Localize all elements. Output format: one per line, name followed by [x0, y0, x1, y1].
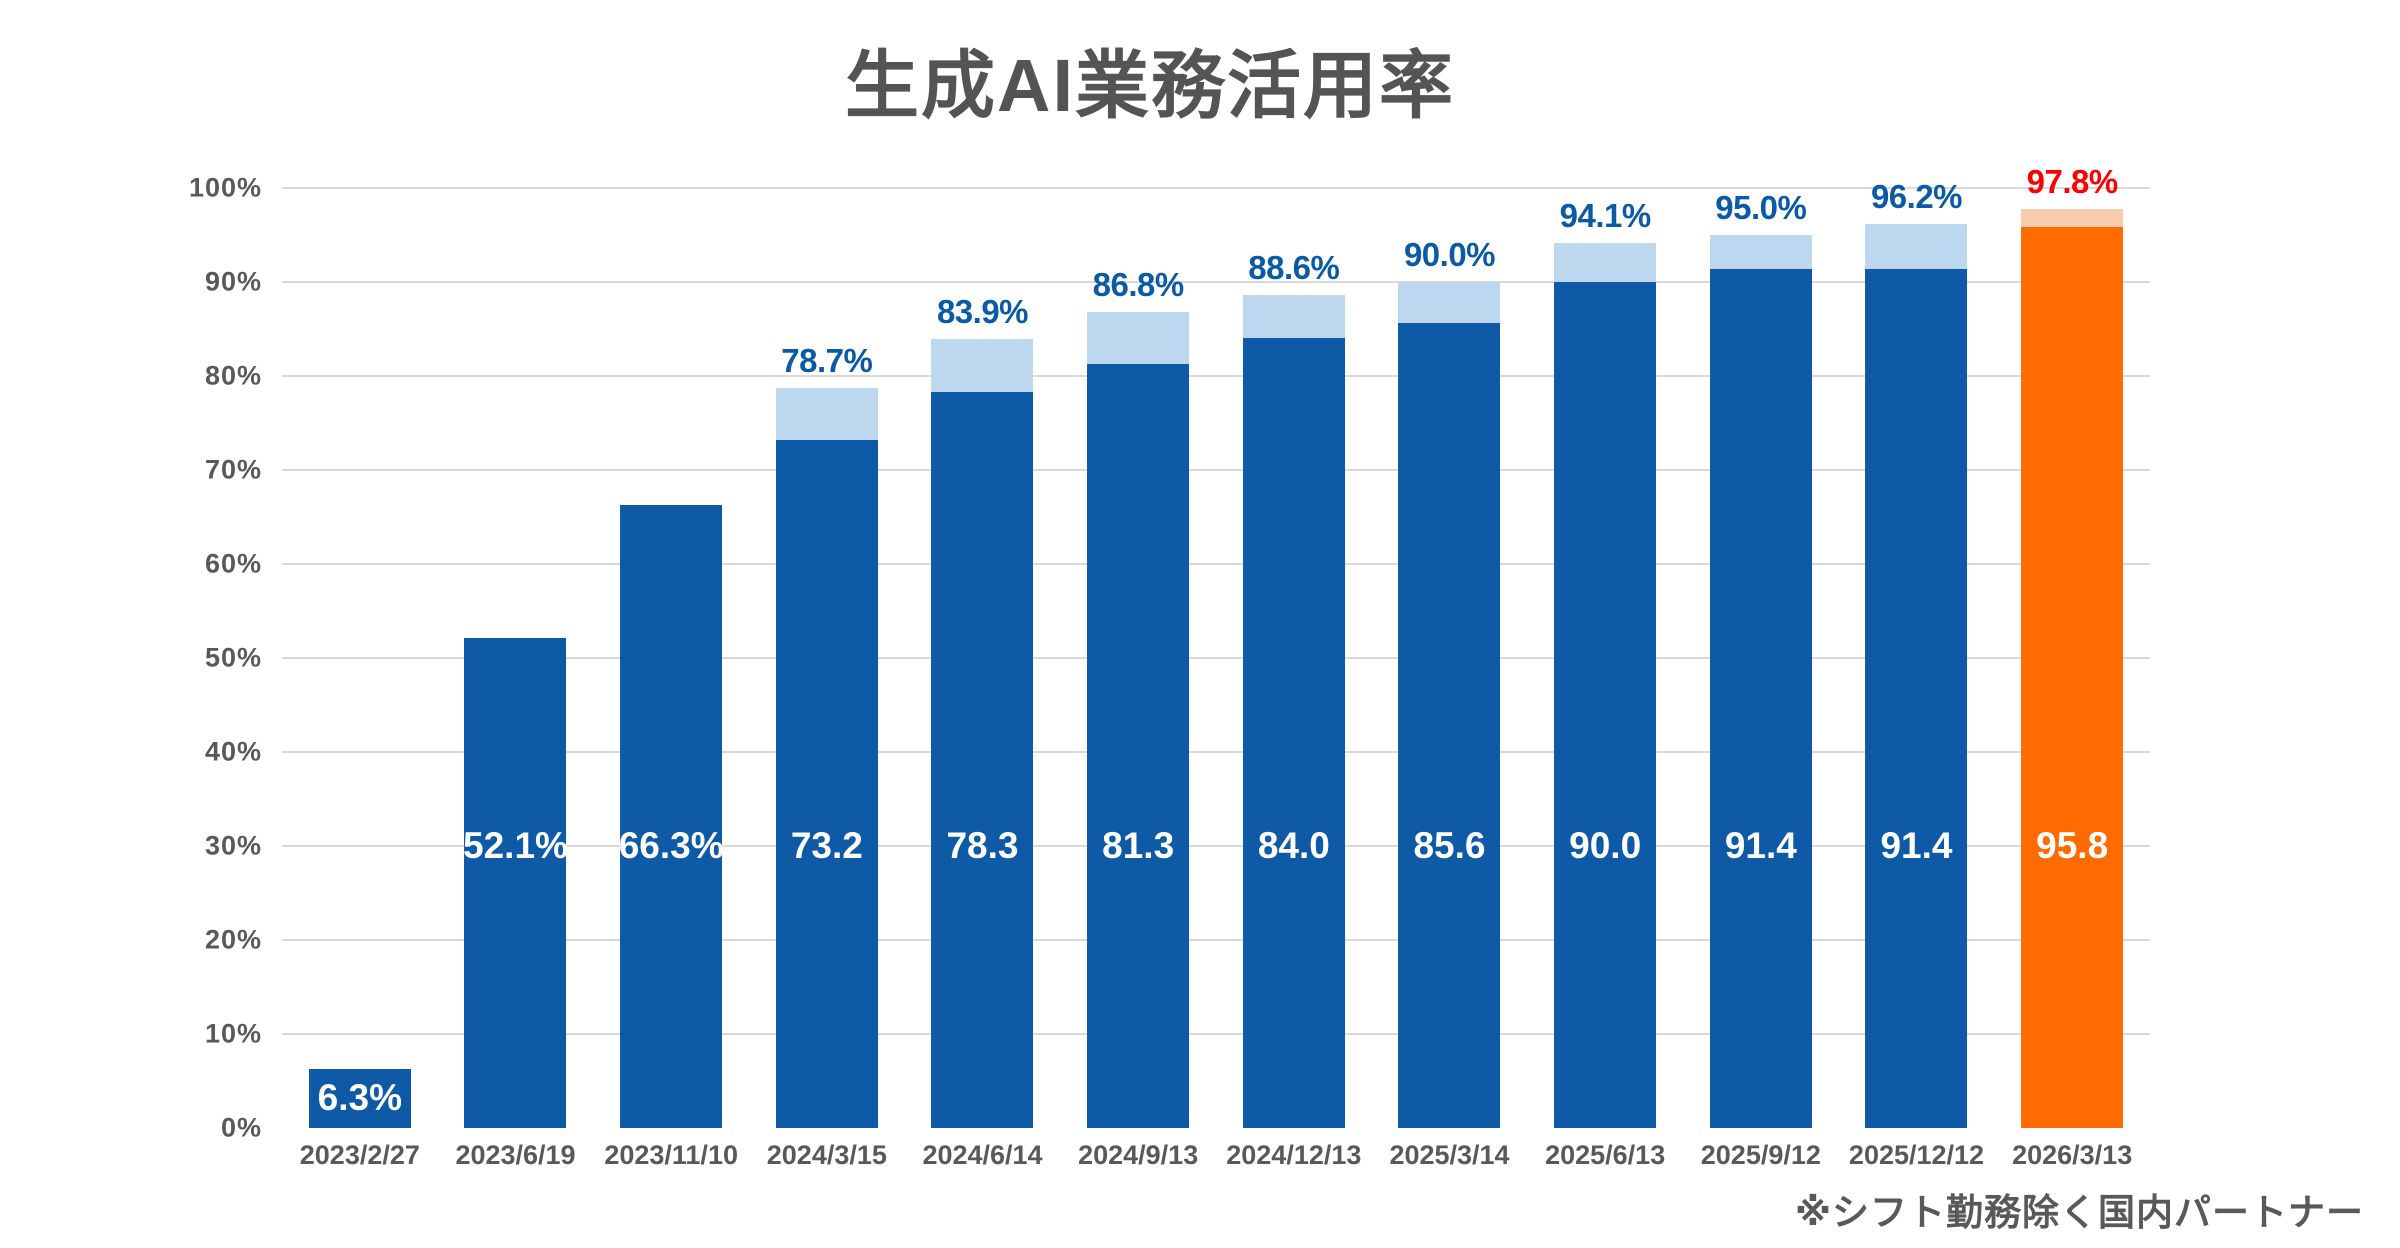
bar-cap-2025/9/12 [1709, 235, 1812, 269]
gridline-10 [282, 1033, 2150, 1035]
y-tick-label-90: 90% [204, 266, 262, 297]
y-tick-label-100: 100% [188, 172, 262, 203]
x-tick-label-2025/6/13: 2025/6/13 [1545, 1140, 1666, 1170]
total-value-label: 96.2% [1870, 177, 1963, 215]
bar-value-label: 6.3% [317, 1077, 402, 1119]
bar-solid-blue-2023/11/10 [620, 504, 723, 1128]
footnote: ※シフト勤務除く国内パートナー [1795, 1192, 2364, 1233]
total-value-label: 95.0% [1715, 189, 1807, 226]
y-tick-label-40: 40% [204, 736, 262, 767]
bar-solid-blue-2023/6/19 [464, 638, 567, 1128]
bar-group-2024/6/14: 78.3 83.9% [905, 188, 1061, 1128]
x-tick-label-2023/6/19: 2023/6/19 [455, 1140, 576, 1170]
x-tick-label-2025/3/14: 2025/3/14 [1389, 1140, 1510, 1170]
bar-value-label: 81.3 [1102, 825, 1175, 866]
bar-solid-blue-2024/12/13 [1242, 338, 1345, 1128]
bar-cap-2024/3/15 [775, 388, 878, 440]
bar-value-label: 91.4 [1880, 825, 1953, 866]
bar-solid-blue-2024/9/13 [1087, 363, 1190, 1128]
bar-cap-2024/6/14 [931, 339, 1034, 392]
bar-group-2026/3/13: 95.8 97.8% [1994, 163, 2150, 1128]
bar-group-2024/12/13: 84.0 88.6% [1216, 188, 1372, 1128]
gridline-90 [282, 281, 2150, 283]
bar-value-label: 90.0 [1569, 825, 1642, 866]
x-tick-label-2023/11/10: 2023/11/10 [604, 1140, 738, 1170]
total-value-label: 86.8% [1092, 266, 1185, 304]
bar-group-2023/2/27: 6.3% [282, 188, 438, 1128]
y-tick-label-0: 0% [220, 1112, 262, 1143]
bar-value-label: 73.2 [790, 825, 863, 866]
y-tick-label-60: 60% [204, 548, 262, 579]
bar-value-label: 84.0 [1257, 825, 1330, 866]
bar-value-label: 95.8 [2036, 825, 2109, 866]
bar-solid-blue-2025/6/13 [1554, 282, 1657, 1128]
y-tick-label-50: 50% [204, 642, 262, 673]
bar-value-label: 91.4 [1724, 825, 1797, 866]
gridline-60 [282, 563, 2150, 565]
bar-group-2023/6/19: 52.1% [438, 188, 594, 1128]
bar-value-label: 52.1% [463, 825, 568, 866]
gridline-30 [282, 845, 2150, 847]
bar-solid-blue-2025/12/12 [1865, 268, 1968, 1128]
x-tick-label-2025/9/12: 2025/9/12 [1700, 1140, 1821, 1170]
x-axis: 2023/2/27 2023/6/19 2023/11/10 2024/3/15 202… [282, 1140, 2150, 1184]
bar-solid-orange-2026/3/13 [2021, 227, 2124, 1128]
gridline-20 [282, 939, 2150, 941]
gridline-100 [282, 187, 2150, 189]
gridline-40 [282, 751, 2150, 753]
x-tick-label-2023/2/27: 2023/2/27 [299, 1140, 420, 1170]
x-tick-label-2025/12/12: 2025/12/12 [1848, 1140, 1985, 1170]
gridline-80 [282, 375, 2150, 377]
y-tick-label-70: 70% [204, 454, 262, 485]
total-value-label: 94.1% [1559, 197, 1652, 235]
bar-solid-blue-2024/6/14 [931, 391, 1034, 1128]
bar-cap-2024/9/13 [1087, 312, 1190, 364]
gridline-70 [282, 469, 2150, 471]
bar-cap-2026/3/13 [2021, 208, 2124, 228]
total-value-label: 78.7% [781, 342, 873, 380]
bar-group-2025/9/12: 91.4 95.0% [1683, 188, 1839, 1128]
bar-value-label: 85.6 [1413, 825, 1486, 866]
x-tick-label-2026/3/13: 2026/3/13 [2012, 1140, 2133, 1170]
bar-group-2023/11/10: 66.3% [593, 188, 749, 1128]
bar-solid-blue-2025/3/14 [1398, 323, 1501, 1128]
y-axis: 0% 10% 20% 30% 40% 50% 60% 70% 80% 90% 100% [0, 173, 262, 1143]
x-tick-label-2024/6/14: 2024/6/14 [922, 1140, 1043, 1170]
bar-value-label: 66.3% [618, 825, 724, 866]
y-tick-label-20: 20% [204, 924, 262, 955]
y-tick-label-10: 10% [204, 1018, 262, 1049]
bar-cap-2025/12/12 [1865, 223, 1968, 269]
chart-title: 生成AI業務活用率 [845, 44, 1455, 127]
bar-solid-blue-2025/9/12 [1709, 268, 1812, 1128]
x-tick-label-2024/12/13: 2024/12/13 [1226, 1140, 1362, 1170]
y-tick-label-30: 30% [204, 830, 262, 861]
x-tick-label-2024/9/13: 2024/9/13 [1078, 1140, 1199, 1170]
total-value-label: 88.6% [1248, 249, 1340, 287]
x-tick-label-2024/3/15: 2024/3/15 [766, 1140, 887, 1170]
bar-group-2024/3/15: 73.2 78.7% [749, 188, 905, 1128]
bar-cap-2025/6/13 [1554, 243, 1657, 282]
y-tick-label-80: 80% [204, 360, 262, 391]
bar-group-2025/6/13: 90.0 94.1% [1527, 188, 1683, 1128]
bar-solid-blue-2023/2/27 [308, 1068, 411, 1128]
bar-group-2024/9/13: 81.3 86.8% [1060, 188, 1216, 1128]
bar-group-2025/12/12: 91.4 96.2% [1839, 178, 1995, 1128]
gridline-50 [282, 657, 2150, 659]
bar-cap-2025/3/14 [1398, 282, 1501, 324]
total-value-label: 83.9% [936, 293, 1029, 331]
total-value-label: 97.8% [2026, 162, 2119, 200]
bar-value-label: 78.3 [946, 825, 1019, 866]
bar-cap-2024/12/13 [1242, 295, 1345, 339]
bar-solid-blue-2024/3/15 [775, 439, 878, 1128]
total-value-label: 90.0% [1403, 236, 1496, 273]
plot-area: 6.3% 52.1% 66.3% 73.2 78.7% 78.3 83.9% 81.3 86.8… [282, 163, 2150, 1128]
bar-group-2025/3/14: 85.6 90.0% [1372, 188, 1528, 1128]
